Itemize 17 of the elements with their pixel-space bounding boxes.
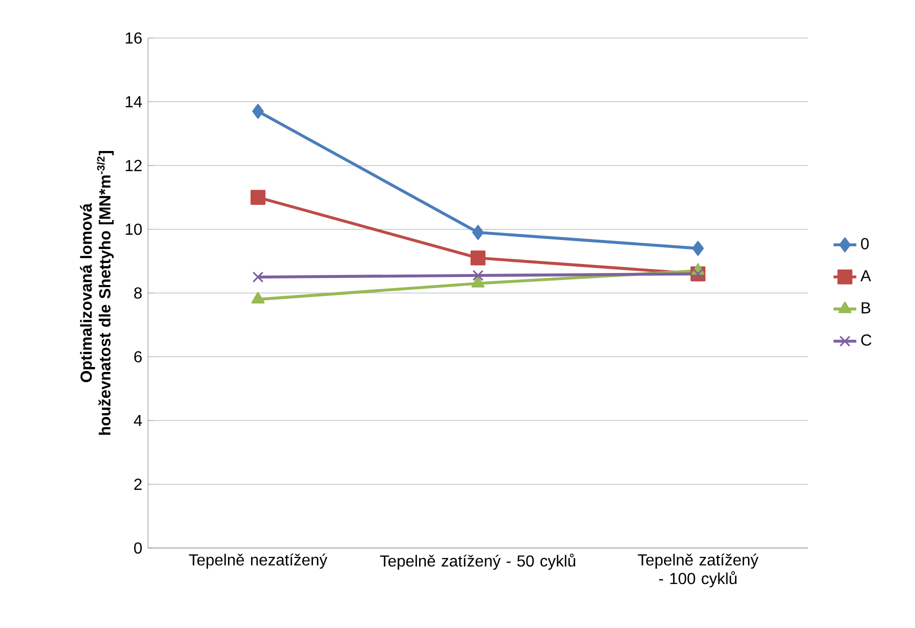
- y-tick-label: 8: [134, 287, 142, 299]
- x-tick-label: Tepelně zatížený - 100 cyklů: [638, 554, 758, 588]
- legend-label: C: [861, 334, 872, 346]
- x-tick-label: Tepelně nezatížený: [188, 554, 328, 569]
- legend-label: B: [862, 302, 870, 314]
- x-tick-label: Tepelně zatížený - 50 cyklů: [380, 554, 576, 570]
- y-tick-label: 4: [134, 414, 142, 426]
- y-tick-label: 0: [134, 542, 142, 554]
- y-tick-label: 10: [126, 224, 142, 235]
- y-tick-label: 12: [126, 160, 142, 172]
- y-tick-label: 6: [134, 351, 142, 362]
- y-axis-title: Optimalizovaná lomová houževnatost dle Shettyho [MN*m$^{-3/2}$]: [80, 151, 114, 435]
- y-tick-label: 14: [126, 96, 142, 108]
- legend-label: A: [860, 270, 872, 282]
- legend-label: 0: [861, 238, 869, 250]
- y-tick-label: 2: [134, 478, 142, 490]
- y-tick-label: 16: [126, 32, 142, 44]
